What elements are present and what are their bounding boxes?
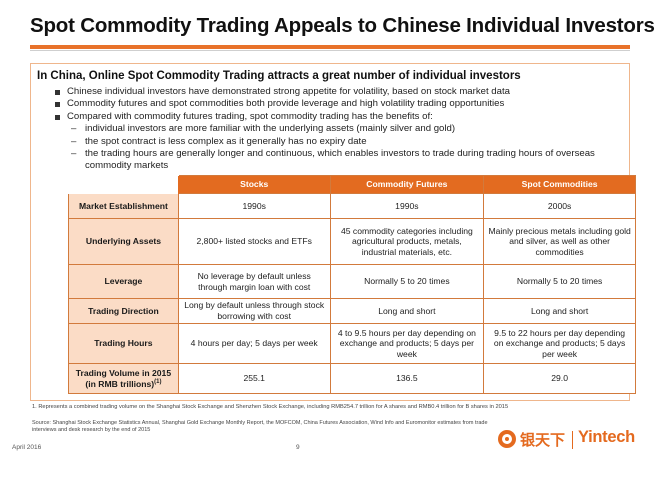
column-header-stocks: Stocks: [177, 175, 331, 194]
table-row: Underlying Assets 2,800+ listed stocks a…: [68, 218, 636, 265]
bullet-item: Chinese individual investors have demons…: [53, 86, 623, 98]
row-label-trading-hours: Trading Hours: [68, 323, 179, 364]
table-row: Leverage No leverage by default unless t…: [68, 264, 636, 299]
sub-bullet-item: the trading hours are generally longer a…: [71, 148, 623, 173]
table-cell: Mainly precious metals including gold an…: [483, 218, 636, 265]
column-header-commodity-futures: Commodity Futures: [329, 175, 485, 194]
title-underline-divider: [30, 50, 630, 51]
comparison-table: Stocks Commodity Futures Spot Commoditie…: [68, 175, 636, 394]
footnote: 1. Represents a combined trading volume …: [32, 404, 509, 410]
row-label-trading-volume: Trading Volume in 2015 (in RMB trillions…: [68, 363, 179, 394]
slide-title: Spot Commodity Trading Appeals to Chines…: [30, 14, 655, 37]
table-cell: 255.1: [177, 363, 331, 394]
table-row: Trading Volume in 2015 (in RMB trillions…: [68, 363, 636, 394]
logo-chinese-text: 银天下: [520, 432, 566, 449]
table-cell: Long and short: [329, 298, 485, 324]
table-cell: 2,800+ listed stocks and ETFs: [177, 218, 331, 265]
table-row: Market Establishment 1990s 1990s 2000s: [68, 193, 636, 219]
logo-english-text: Yintech: [578, 428, 635, 446]
bullet-item: Compared with commodity futures trading,…: [53, 111, 623, 173]
logo-mark-icon: [498, 430, 516, 448]
column-header-spot-commodities: Spot Commodities: [483, 175, 636, 194]
content-panel: In China, Online Spot Commodity Trading …: [30, 63, 630, 401]
table-cell: 45 commodity categories including agricu…: [329, 218, 485, 265]
bullet-text: Compared with commodity futures trading,…: [67, 110, 433, 122]
table-cell: 4 to 9.5 hours per day depending on exch…: [329, 323, 485, 364]
bullet-text: Chinese individual investors have demons…: [67, 86, 510, 97]
title-underline-accent: [30, 45, 630, 49]
yintech-logo: 银天下 Yintech: [498, 428, 648, 452]
table-cell: Normally 5 to 20 times: [329, 264, 485, 299]
row-label-trading-direction: Trading Direction: [68, 298, 179, 324]
bullet-text: Commodity futures and spot commodities b…: [67, 98, 505, 110]
table-cell: 29.0: [483, 363, 636, 394]
table-row: Trading Direction Long by default unless…: [68, 298, 636, 324]
row-label-underlying-assets: Underlying Assets: [68, 218, 179, 265]
sub-bullet-item: the spot contract is less complex as it …: [71, 136, 623, 149]
table-cell: 1990s: [329, 193, 485, 219]
page-number: 9: [296, 444, 300, 451]
logo-divider: [572, 431, 573, 449]
table-cell: 4 hours per day; 5 days per week: [177, 323, 331, 364]
footnote-marker: (1): [154, 378, 162, 385]
sub-bullet-item: individual investors are more familiar w…: [71, 123, 623, 136]
table-cell: 2000s: [483, 193, 636, 219]
table-cell: No leverage by default unless through ma…: [177, 264, 331, 299]
table-cell: 1990s: [177, 193, 331, 219]
row-label-leverage: Leverage: [68, 264, 179, 299]
table-header-row: Stocks Commodity Futures Spot Commoditie…: [68, 175, 636, 194]
bullet-list: Chinese individual investors have demons…: [53, 86, 623, 173]
table-cell: Long and short: [483, 298, 636, 324]
slide-date: April 2016: [12, 444, 42, 451]
source-note: Source: Shanghai Stock Exchange Statisti…: [32, 420, 488, 433]
row-label-text: Trading Volume in 2015 (in RMB trillions…: [75, 367, 172, 389]
table-cell: 136.5: [329, 363, 485, 394]
row-label-market-establishment: Market Establishment: [68, 193, 179, 219]
table-cell: Long by default unless through stock bor…: [177, 298, 331, 324]
table-cell: Normally 5 to 20 times: [483, 264, 636, 299]
table-row: Trading Hours 4 hours per day; 5 days pe…: [68, 323, 636, 364]
bullet-item: Commodity futures and spot commodities b…: [53, 98, 623, 110]
table-cell: 9.5 to 22 hours per day depending on exc…: [483, 323, 636, 364]
table-corner-cell: [68, 175, 179, 194]
sub-bullet-list: individual investors are more familiar w…: [71, 123, 623, 173]
section-subtitle: In China, Online Spot Commodity Trading …: [37, 70, 521, 82]
